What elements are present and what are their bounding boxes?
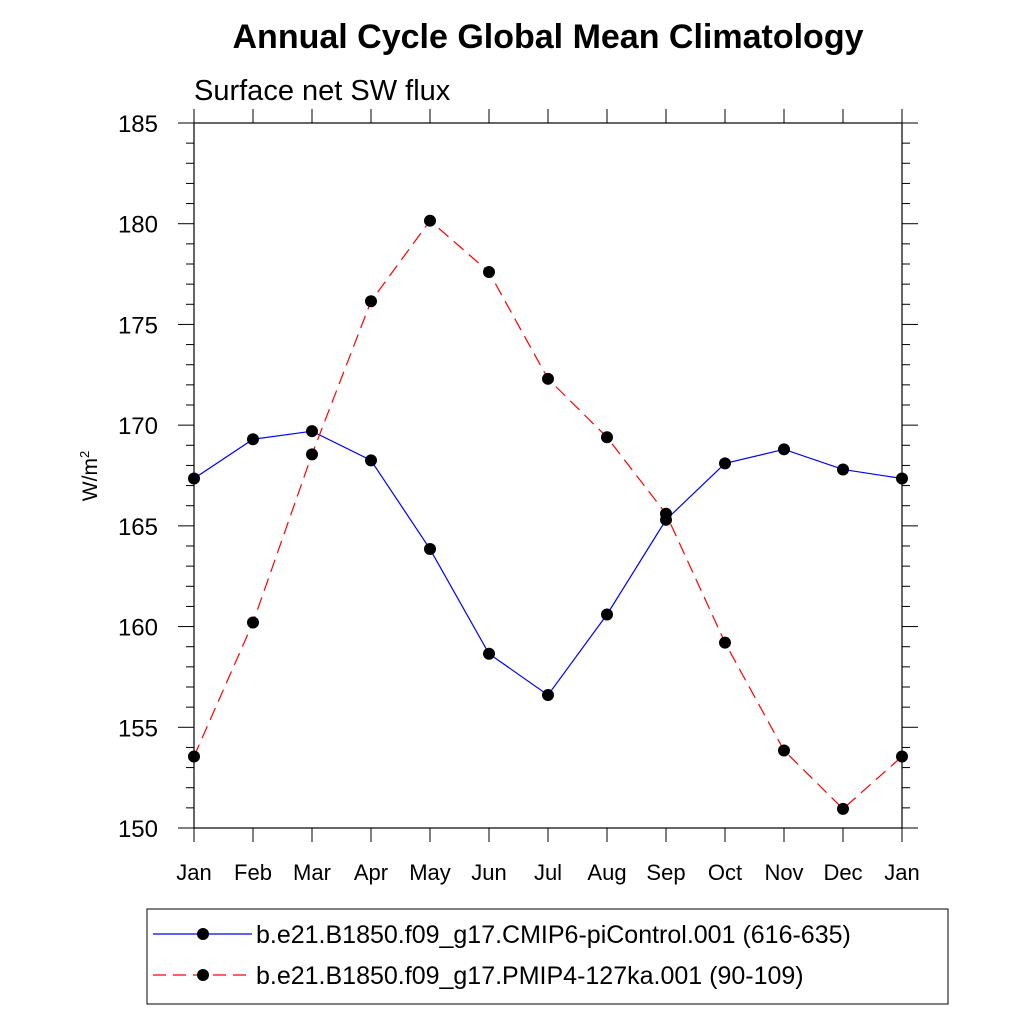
x-tick-label: Dec (823, 860, 862, 885)
series-2-point (837, 802, 849, 815)
y-tick-label: 180 (118, 212, 158, 239)
axis-ticks (178, 109, 918, 842)
y-tick-label: 165 (118, 514, 158, 541)
x-tick-label: Oct (708, 860, 742, 885)
y-tick-label: 170 (118, 413, 158, 440)
chart-subtitle: Surface net SW flux (194, 75, 451, 107)
series-1-point (778, 443, 790, 456)
series-2-point (247, 616, 259, 629)
y-tick-label: 175 (118, 312, 158, 339)
series-1-point (896, 472, 908, 485)
x-tick-label: May (409, 860, 451, 885)
legend-box (146, 908, 949, 1005)
legend-label-1: b.e21.B1850.f09_g17.CMIP6-piControl.001 … (256, 921, 851, 949)
series-1-point (247, 433, 259, 446)
y-tick-label: 185 (118, 111, 158, 138)
chart-title: Annual Cycle Global Mean Climatology (233, 18, 864, 56)
series-2-point (365, 295, 377, 308)
series-1-point (306, 425, 318, 438)
x-tick-label: Jan (176, 860, 211, 885)
series-1-point (542, 689, 554, 702)
series-2-point (896, 750, 908, 763)
legend: b.e21.B1850.f09_g17.CMIP6-piControl.001 … (153, 921, 851, 990)
series-1-point (601, 608, 613, 621)
legend-marker-2 (197, 969, 209, 981)
series-2-point (660, 507, 672, 520)
series-2-point (719, 636, 731, 649)
plot-frame (193, 122, 903, 829)
x-tick-label: Aug (587, 860, 626, 885)
y-axis-tick-labels: 150 155 160 165 170 175 180 185 (118, 111, 158, 843)
x-axis-tick-labels: Jan Feb Mar Apr May Jun Jul Aug Sep Oct Nov Dec Jan (176, 860, 919, 885)
x-tick-label: Nov (764, 860, 803, 885)
y-tick-label: 155 (118, 715, 158, 742)
x-tick-label: Jan (884, 860, 919, 885)
x-tick-label: Mar (293, 860, 331, 885)
legend-marker-1 (197, 928, 209, 940)
series-1-point (837, 463, 849, 476)
series-1-point (719, 457, 731, 470)
series-2-point (601, 431, 613, 444)
y-axis-label: W/m2 (77, 451, 102, 501)
series-line-2 (193, 219, 903, 810)
series-1-point (483, 647, 495, 660)
series-1-point (424, 543, 436, 556)
series-line-1 (193, 430, 903, 696)
series-2-point (542, 372, 554, 385)
x-tick-label: Feb (234, 860, 272, 885)
series-2-point (483, 266, 495, 279)
x-tick-label: Sep (646, 860, 685, 885)
series-1-point (188, 472, 200, 485)
series-1-point (365, 454, 377, 467)
y-tick-label: 150 (118, 816, 158, 843)
series-2-point (424, 214, 436, 227)
legend-label-2: b.e21.B1850.f09_g17.PMIP4-127ka.001 (90-… (256, 962, 804, 990)
x-tick-label: Jul (534, 860, 562, 885)
x-tick-label: Apr (354, 860, 388, 885)
y-tick-label: 160 (118, 615, 158, 642)
series-2-point (188, 750, 200, 763)
series-layer (188, 214, 908, 815)
series-2-point (306, 448, 318, 461)
series-2-point (778, 744, 790, 757)
x-tick-label: Jun (471, 860, 506, 885)
